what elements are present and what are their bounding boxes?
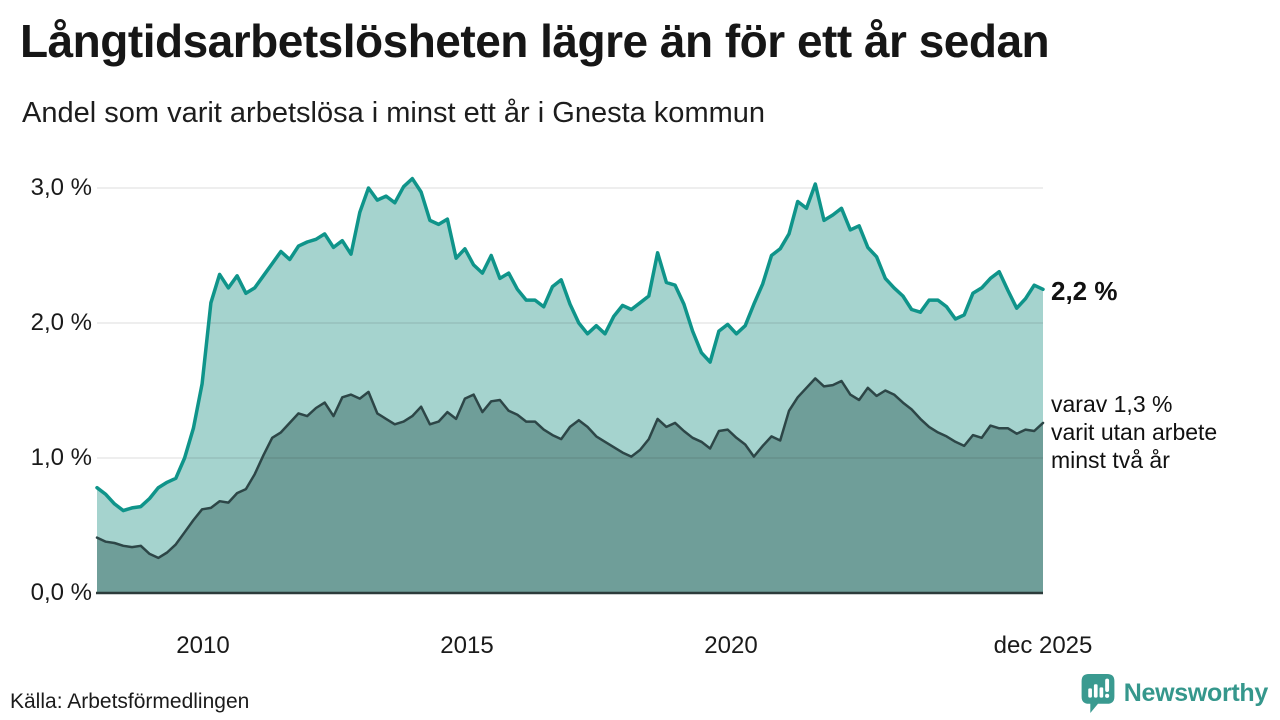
page-title: Långtidsarbetslösheten lägre än för ett … (20, 15, 1050, 67)
newsworthy-logo-icon (1081, 674, 1115, 713)
secondary-annotation-line: minst två år (1051, 447, 1170, 473)
source-note: Källa: Arbetsförmedlingen (10, 690, 250, 713)
last-value-annotation: 2,2 % (1051, 276, 1118, 306)
x-axis-tick-label: dec 2025 (993, 632, 1093, 659)
newsworthy-logo[interactable]: Newsworthy (1080, 673, 1268, 714)
y-axis-tick-label: 2,0 % (30, 309, 92, 336)
series-area-1 (97, 378, 1043, 593)
x-axis-tick-label: 2010 (176, 632, 230, 659)
x-axis-tick-label: 2015 (440, 632, 494, 659)
secondary-annotation-line: varit utan arbete (1051, 419, 1218, 445)
secondary-annotation-line: varav 1,3 % (1051, 391, 1173, 417)
page-subtitle: Andel som varit arbetslösa i minst ett å… (22, 97, 766, 129)
x-axis-tick-label: 2020 (704, 632, 758, 659)
series-line-0 (95, 176, 1045, 513)
y-axis-tick-label: 0,0 % (30, 579, 92, 606)
series-line-1 (95, 377, 1045, 560)
y-axis-tick-label: 3,0 % (30, 174, 92, 201)
y-axis-tick-label: 1,0 % (30, 444, 92, 471)
newsworthy-logo-text: Newsworthy (1123, 679, 1269, 707)
secondary-value-annotation: varav 1,3 % varit utan arbete minst två … (1051, 390, 1217, 474)
